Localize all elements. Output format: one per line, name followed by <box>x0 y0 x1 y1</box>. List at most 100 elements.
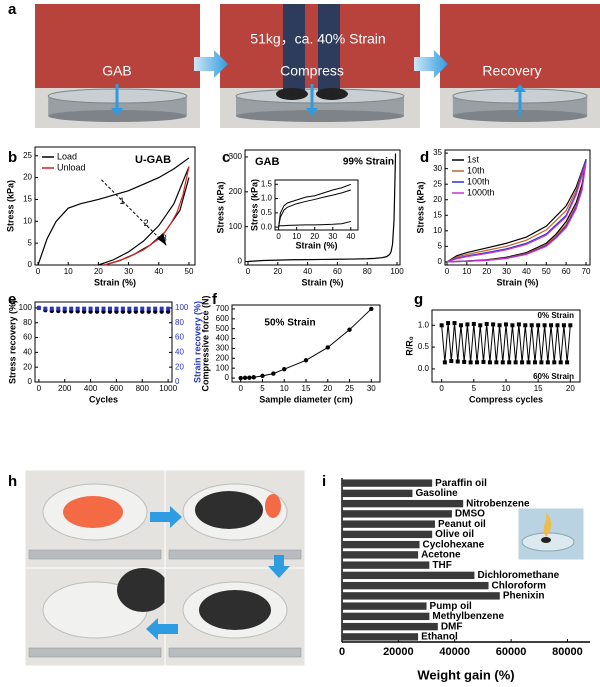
marker <box>497 323 502 328</box>
marker <box>549 323 554 328</box>
bar-label: Gasoline <box>415 488 458 499</box>
y-tick-label: 0 <box>238 257 243 266</box>
legend-label: Unload <box>57 162 86 172</box>
x-tick-label: 80 <box>363 267 372 276</box>
x-tick-label: 30 <box>124 267 133 276</box>
flow-arrow <box>414 50 448 78</box>
annotation: 1 <box>120 196 125 206</box>
bar <box>342 489 413 498</box>
x-axis-label: Strain (%) <box>295 240 337 250</box>
marker <box>500 360 505 365</box>
y-tick-label: 60 <box>23 333 32 342</box>
x-tick-label: 10 <box>64 267 73 276</box>
x-tick-label: 10 <box>462 267 471 276</box>
photo-wall <box>440 4 600 88</box>
gab-disk <box>117 568 169 612</box>
y2-tick-label: 60 <box>175 333 184 342</box>
bar-label: Peanut oil <box>438 519 486 530</box>
y-tick-label: 10 <box>23 216 32 225</box>
marker <box>107 306 112 311</box>
x-tick-label: 25 <box>345 384 354 393</box>
bar <box>342 520 435 528</box>
marker <box>369 306 374 312</box>
legend-label: 100th <box>467 176 490 186</box>
bar-label: Methylbenzene <box>432 611 504 622</box>
x-tick-label: 20 <box>94 267 103 276</box>
y-tick-label: 0 <box>438 257 443 266</box>
legend-label: 1000th <box>467 187 495 197</box>
marker <box>101 306 106 311</box>
bar-label: Dichloromethane <box>477 570 559 581</box>
y-tick-label: 15 <box>433 210 442 219</box>
y-tick-label: 0.0 <box>418 364 430 373</box>
y-tick-label: 5 <box>438 241 443 250</box>
bar-label: THF <box>432 560 451 571</box>
x-tick-label: 20 <box>273 267 282 276</box>
y-tick-label: 1.5 <box>261 179 273 188</box>
marker <box>552 360 557 365</box>
x-tick-label: 100 <box>390 267 404 276</box>
y2-tick-label: 40 <box>175 347 184 356</box>
x-tick-label: 50 <box>542 267 551 276</box>
x-tick-label: 20 <box>323 384 332 393</box>
marker <box>439 323 444 328</box>
x-tick-label: 10 <box>502 384 511 393</box>
x-tick-label: 40 <box>303 267 312 276</box>
photo-label: Recovery <box>482 63 541 79</box>
marker <box>282 366 287 372</box>
bar <box>342 551 419 559</box>
x-tick-label: 0 <box>238 384 243 393</box>
x-tick-label: 400 <box>84 384 98 393</box>
annotation: 50% Strain <box>264 318 315 329</box>
x-tick-label: 60 <box>333 267 342 276</box>
bar <box>342 592 500 600</box>
marker <box>140 306 145 311</box>
x-tick-label: 60 <box>562 267 571 276</box>
bar <box>342 602 427 610</box>
marker <box>260 373 265 379</box>
x-tick-label: 20 <box>310 232 319 241</box>
y-tick-label: 0 <box>28 260 33 269</box>
marker <box>504 322 508 327</box>
y-tick-label: 400 <box>216 334 230 343</box>
x-tick-label: 0 <box>36 267 41 276</box>
marker <box>238 375 243 381</box>
marker <box>49 306 54 311</box>
bar-label: Acetone <box>421 550 461 561</box>
y-axis-label: Stress (kPa) <box>249 179 259 231</box>
bar <box>342 612 430 621</box>
y-tick-label: 300 <box>216 344 230 353</box>
x-tick-label: 15 <box>534 384 543 393</box>
ruler <box>28 549 162 560</box>
photo-label: 51kg，ca. 40% Strain <box>250 31 385 47</box>
marker <box>69 306 74 311</box>
marker <box>568 323 573 328</box>
marker <box>494 360 499 365</box>
marker <box>513 360 518 365</box>
marker <box>545 360 550 365</box>
marker <box>303 358 309 363</box>
marker <box>532 360 537 365</box>
inset-line <box>278 183 351 228</box>
marker <box>95 306 100 311</box>
y-tick-label: 0.5 <box>261 208 273 217</box>
marker <box>510 323 515 328</box>
plot-frame <box>34 301 173 383</box>
marker <box>542 323 547 328</box>
bar-label: Olive oil <box>435 529 474 540</box>
pan-bottom <box>48 110 187 122</box>
marker <box>271 371 276 376</box>
x-tick-label: 10 <box>292 232 301 241</box>
flow-arrow <box>146 618 178 640</box>
bar <box>342 633 419 641</box>
x-tick-label: 0 <box>439 384 444 393</box>
photo-label: Compress <box>280 63 344 79</box>
marker <box>153 306 158 311</box>
x-axis-label: Weight gain (%) <box>417 667 514 682</box>
y-axis-label: Stress (kPa) <box>215 181 225 233</box>
panel-letter: i <box>322 473 326 490</box>
marker <box>462 359 467 364</box>
bar <box>342 622 438 631</box>
inset-line <box>278 189 351 228</box>
